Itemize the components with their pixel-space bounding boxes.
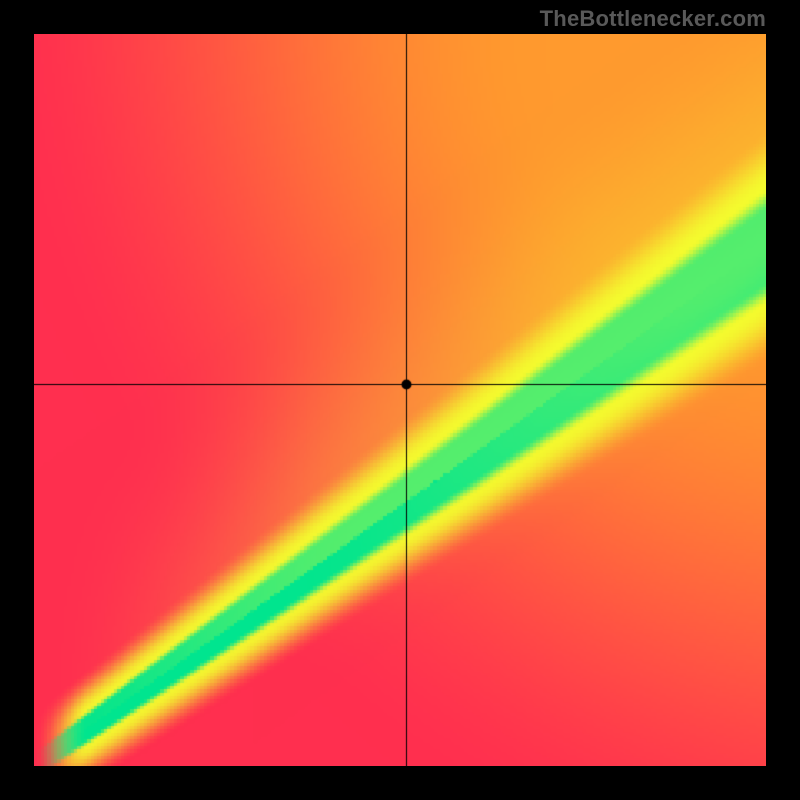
heatmap-plot	[34, 34, 766, 766]
watermark-text: TheBottlenecker.com	[540, 6, 766, 32]
